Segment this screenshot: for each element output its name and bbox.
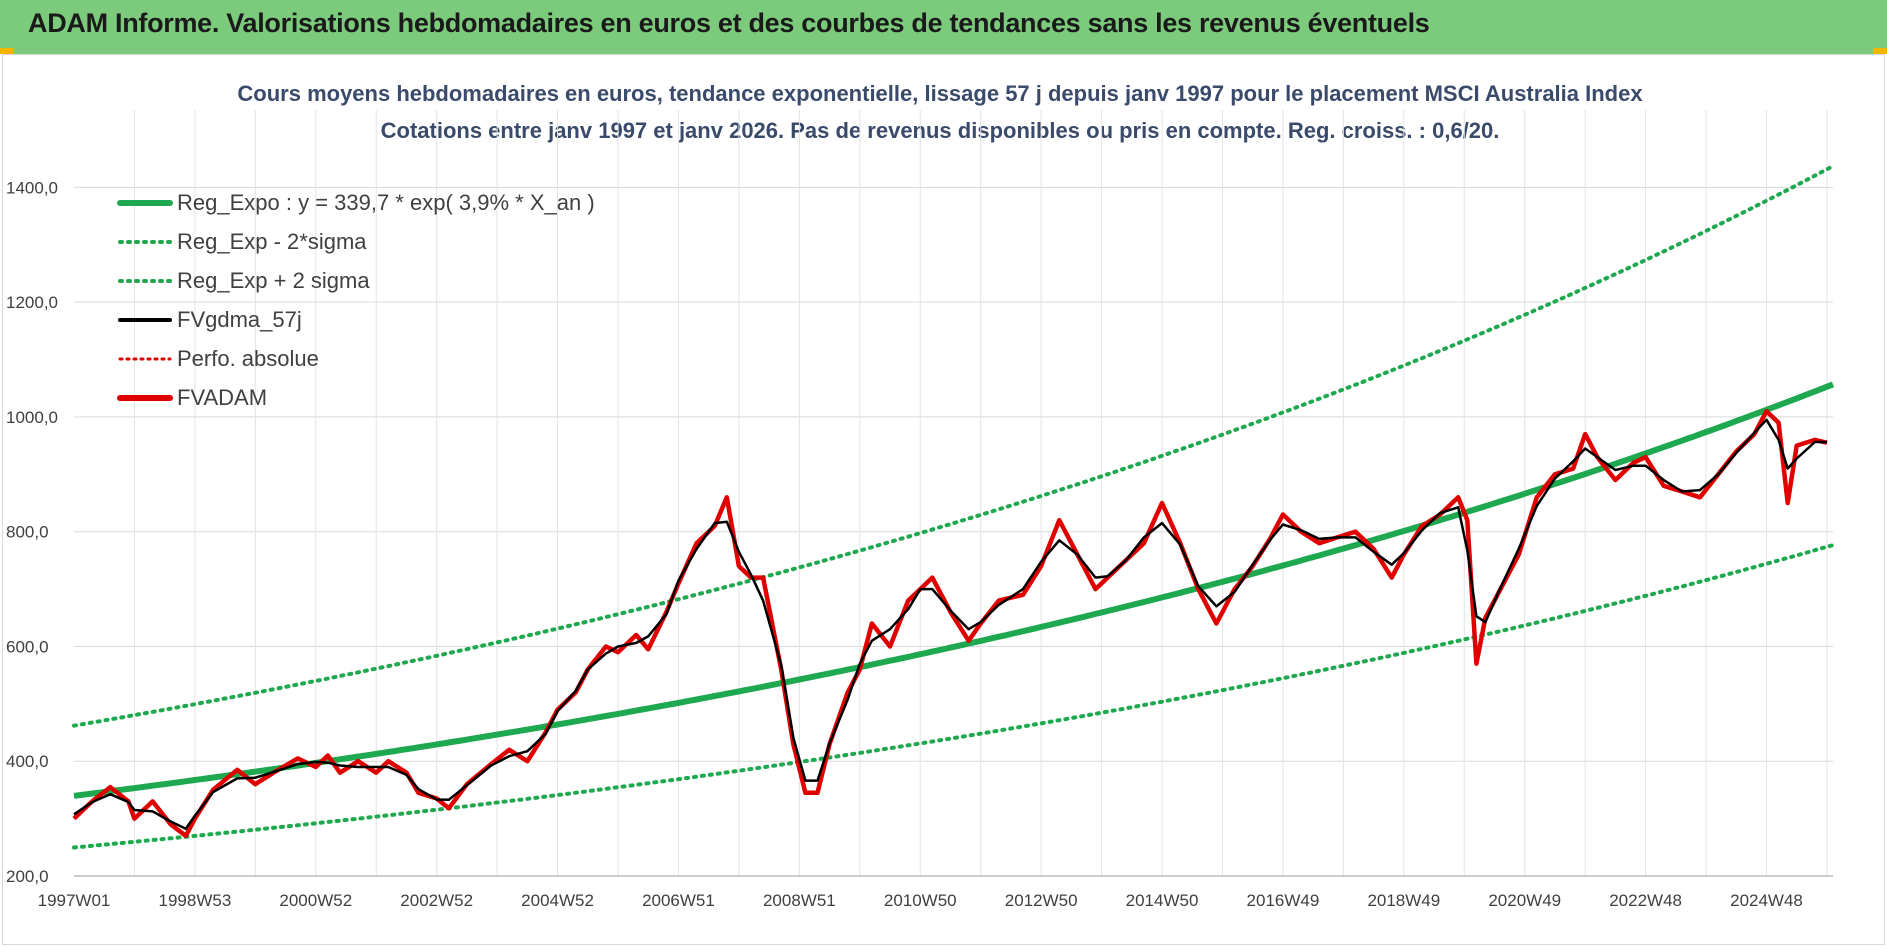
y-tick-label: 400,0 xyxy=(6,752,49,771)
x-tick-label: 2020W49 xyxy=(1488,891,1561,910)
legend-label: Reg_Exp - 2*sigma xyxy=(177,229,367,254)
legend-label: Reg_Exp + 2 sigma xyxy=(177,268,370,293)
series-layer xyxy=(72,164,1835,850)
series-reg-expo xyxy=(73,381,1835,799)
x-tick-label: 2022W48 xyxy=(1609,891,1682,910)
x-tick-label: 2002W52 xyxy=(400,891,473,910)
x-tick-label: 2012W50 xyxy=(1005,891,1078,910)
legend-label: FVgdma_57j xyxy=(177,307,302,332)
chart-frame xyxy=(2,54,1885,945)
y-tick-label: 1400,0 xyxy=(6,178,58,197)
x-tick-label: 2016W49 xyxy=(1247,891,1320,910)
corner-mark-left xyxy=(0,48,14,54)
title-banner: ADAM Informe. Valorisations hebdomadaire… xyxy=(0,0,1887,54)
legend-label: Perfo. absolue xyxy=(177,346,319,371)
x-tick-label: 2004W52 xyxy=(521,891,594,910)
x-tick-label: 2010W50 xyxy=(884,891,957,910)
y-tick-label: 1200,0 xyxy=(6,293,58,312)
series-fvadam xyxy=(72,408,1828,839)
x-tick-label: 2014W50 xyxy=(1126,891,1199,910)
series-perfo-absolue xyxy=(73,409,1828,837)
series-fvgdma-57j xyxy=(73,418,1827,830)
corner-mark-right xyxy=(1873,48,1887,54)
x-tick-label: 2008W51 xyxy=(763,891,836,910)
y-tick-label: 800,0 xyxy=(6,523,49,542)
x-tick-label: 1998W53 xyxy=(159,891,232,910)
chart-title-line-1: Cours moyens hebdomadaires en euros, ten… xyxy=(237,81,1643,106)
x-tick-label: 2000W52 xyxy=(279,891,352,910)
x-tick-label: 1997W01 xyxy=(38,891,111,910)
report-title: ADAM Informe. Valorisations hebdomadaire… xyxy=(28,8,1430,38)
y-tick-label: 200,0 xyxy=(6,867,49,886)
grid xyxy=(74,110,1833,877)
legend: Reg_Expo : y = 339,7 * exp( 3,9% * X_an … xyxy=(117,190,595,410)
chart-title-line-2: Cotations entre janv 1997 et janv 2026. … xyxy=(381,118,1500,143)
series-reg-exp-plus-2-sigma xyxy=(72,164,1835,728)
y-tick-label: 600,0 xyxy=(6,637,49,656)
series-reg-exp-minus-2-sigma xyxy=(72,543,1835,850)
x-tick-label: 2006W51 xyxy=(642,891,715,910)
legend-label: Reg_Expo : y = 339,7 * exp( 3,9% * X_an … xyxy=(177,190,595,215)
x-axis-ticks: 1997W01 1998W53 2000W52 2002W52 2004W52 2006W… xyxy=(38,891,1803,910)
x-tick-label: 2024W48 xyxy=(1730,891,1803,910)
y-axis-ticks: 200,0 400,0 600,0 800,0 1000,0 1200,0 1400,0 xyxy=(6,178,58,886)
x-tick-label: 2018W49 xyxy=(1367,891,1440,910)
legend-label: FVADAM xyxy=(177,385,267,410)
y-tick-label: 1000,0 xyxy=(6,408,58,427)
